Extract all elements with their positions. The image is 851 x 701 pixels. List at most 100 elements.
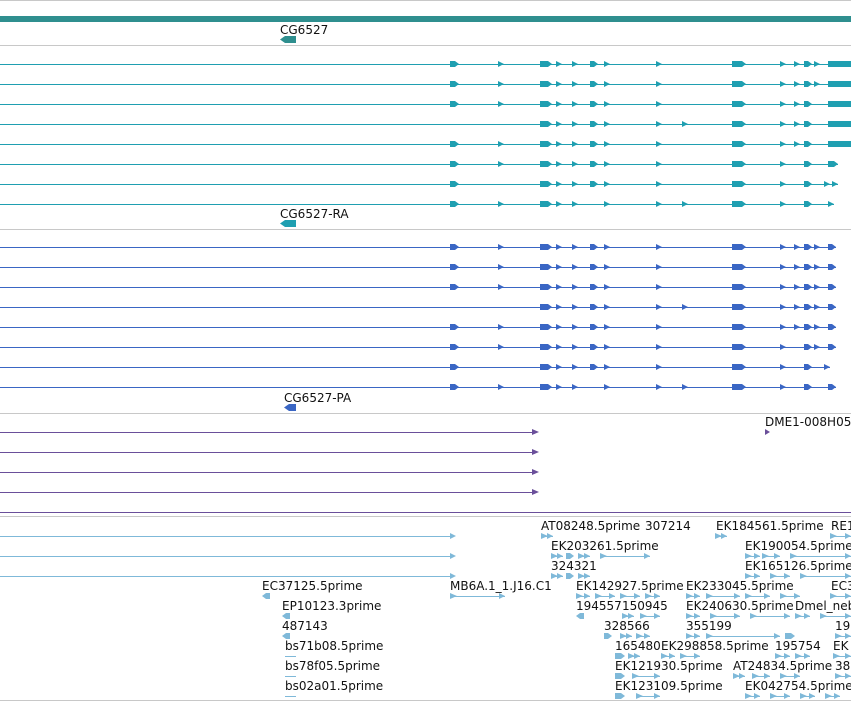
protein-exon[interactable] (540, 324, 552, 330)
protein-exon[interactable] (828, 244, 836, 250)
transcript-exon[interactable] (540, 161, 552, 167)
est-exon[interactable] (830, 533, 837, 539)
est-exon[interactable] (733, 673, 740, 679)
transcript-exon[interactable] (656, 161, 662, 167)
protein-exon[interactable] (732, 324, 746, 330)
est-exon[interactable] (644, 553, 650, 559)
est-exon[interactable] (645, 593, 652, 599)
est-end-arrow[interactable] (450, 573, 456, 579)
est-exon[interactable] (615, 693, 625, 699)
est-exon[interactable] (800, 573, 807, 579)
est-exon[interactable] (600, 553, 607, 559)
protein-exon[interactable] (780, 364, 786, 370)
est-exon[interactable] (706, 633, 713, 639)
protein-exon[interactable] (590, 264, 598, 270)
transcript-exon[interactable] (780, 161, 786, 167)
est-exon[interactable] (654, 593, 660, 599)
est-exon[interactable] (752, 673, 759, 679)
est-exon[interactable] (654, 673, 660, 679)
protein-exon[interactable] (780, 304, 786, 310)
protein-exon[interactable] (604, 244, 610, 250)
transcript-exon[interactable] (540, 121, 552, 127)
est-exon[interactable] (615, 653, 625, 659)
transcript-exon[interactable] (498, 81, 504, 87)
transcript-exon[interactable] (656, 81, 662, 87)
protein-exon[interactable] (794, 244, 800, 250)
transcript-exon[interactable] (732, 121, 746, 127)
transcript-exon[interactable] (804, 161, 812, 167)
protein-exon[interactable] (732, 384, 746, 390)
transcript-exon[interactable] (572, 81, 578, 87)
transcript-exon[interactable] (450, 181, 459, 187)
transcript-exon[interactable] (794, 81, 800, 87)
protein-exon[interactable] (556, 344, 562, 350)
transcript-exon[interactable] (498, 161, 504, 167)
est-exon[interactable] (780, 673, 787, 679)
transcript-exon[interactable] (732, 181, 746, 187)
transcript-exon[interactable] (682, 121, 688, 127)
protein-exon[interactable] (814, 304, 820, 310)
protein-exon[interactable] (780, 344, 786, 350)
transcript-exon[interactable] (828, 161, 838, 167)
transcript-exon[interactable] (824, 181, 830, 187)
est-exon[interactable] (775, 653, 782, 659)
transcript-exon[interactable] (780, 81, 786, 87)
est-exon[interactable] (578, 553, 585, 559)
protein-exon[interactable] (656, 364, 662, 370)
protein-exon[interactable] (780, 324, 786, 330)
transcript-exon[interactable] (804, 121, 812, 127)
est-exon[interactable] (686, 593, 693, 599)
est-exon[interactable] (557, 553, 563, 559)
est-exon[interactable] (804, 653, 810, 659)
protein-exon[interactable] (794, 324, 800, 330)
transcript-exon[interactable] (450, 161, 459, 167)
est-exon[interactable] (770, 693, 777, 699)
est-exon[interactable] (721, 533, 727, 539)
est-exon[interactable] (784, 693, 790, 699)
est-exon[interactable] (845, 573, 851, 579)
est-exon[interactable] (785, 633, 795, 639)
protein-exon[interactable] (450, 364, 459, 370)
est-end-arrow[interactable] (450, 533, 456, 539)
protein-exon[interactable] (804, 304, 812, 310)
transcript-utr-block[interactable] (828, 61, 851, 67)
est-exon[interactable] (774, 633, 780, 639)
protein-exon[interactable] (572, 384, 578, 390)
protein-exon[interactable] (604, 384, 610, 390)
transcript-exon[interactable] (828, 201, 834, 207)
transcript-exon[interactable] (814, 61, 820, 67)
protein-exon[interactable] (590, 284, 598, 290)
protein-exon[interactable] (604, 364, 610, 370)
transcript-exon[interactable] (572, 141, 578, 147)
protein-exon[interactable] (804, 284, 812, 290)
est-exon[interactable] (830, 593, 837, 599)
protein-exon[interactable] (804, 364, 812, 370)
transcript-exon[interactable] (804, 141, 812, 147)
transcript-exon[interactable] (498, 61, 504, 67)
protein-exon[interactable] (828, 284, 836, 290)
transcript-exon[interactable] (540, 181, 552, 187)
est-exon[interactable] (764, 673, 770, 679)
protein-exon[interactable] (814, 344, 820, 350)
est-exon[interactable] (833, 653, 840, 659)
est-exon[interactable] (835, 673, 842, 679)
transcript-exon[interactable] (572, 161, 578, 167)
est-exon[interactable] (745, 553, 752, 559)
est-exon[interactable] (654, 693, 660, 699)
est-exon[interactable] (845, 593, 851, 599)
est-exon[interactable] (669, 653, 675, 659)
protein-exon[interactable] (540, 384, 552, 390)
match-end-arrow[interactable] (532, 429, 539, 435)
protein-exon[interactable] (450, 284, 459, 290)
transcript-exon[interactable] (604, 121, 610, 127)
est-exon[interactable] (734, 613, 740, 619)
protein-exon[interactable] (780, 264, 786, 270)
est-exon[interactable] (584, 573, 590, 579)
protein-exon[interactable] (794, 264, 800, 270)
gene-glyph[interactable] (280, 36, 296, 43)
est-exon[interactable] (795, 653, 802, 659)
est-exon[interactable] (845, 653, 851, 659)
est-exon[interactable] (694, 613, 700, 619)
transcript-exon[interactable] (590, 101, 598, 107)
